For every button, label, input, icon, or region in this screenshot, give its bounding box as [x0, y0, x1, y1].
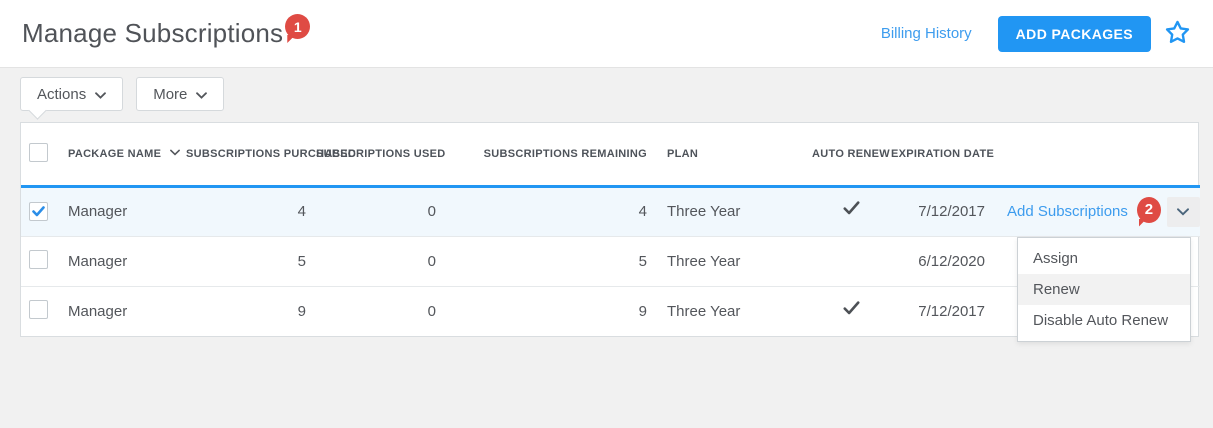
cell-actions: Add Subscriptions 2 — [1001, 186, 1200, 237]
auto-renew-check-icon — [843, 300, 860, 323]
table-header: PACKAGE NAME SUBSCRIPTIONS PURCHASED SUB… — [21, 123, 1200, 188]
column-label: PACKAGE NAME — [68, 148, 162, 161]
column-header-subscriptions-purchased[interactable]: SUBSCRIPTIONS PURCHASED — [186, 123, 356, 188]
step-1-badge: 1 — [285, 14, 311, 39]
menu-item-assign[interactable]: Assign — [1033, 250, 1079, 267]
column-header-plan[interactable]: PLAN — [661, 123, 811, 188]
cell-plan: Three Year — [661, 236, 811, 287]
column-header-subscriptions-remaining[interactable]: SUBSCRIPTIONS REMAINING — [446, 123, 661, 188]
menu-item-renew[interactable]: Renew — [1018, 274, 1190, 305]
add-packages-button[interactable]: ADD PACKAGES — [997, 15, 1151, 52]
row-checkbox[interactable] — [29, 249, 48, 269]
cell-subscriptions-used: 0 — [316, 186, 446, 237]
row-actions-dropdown-menu: Assign Renew Disable Auto Renew — [1017, 237, 1191, 342]
cell-package-name: Manager — [68, 302, 128, 320]
cell-subscriptions-purchased: 4 — [186, 186, 316, 237]
cell-expiration-date: 7/12/2017 — [918, 302, 985, 320]
cell-plan: Three Year — [667, 302, 741, 320]
header-actions: Billing History ADD PACKAGES — [880, 15, 1191, 52]
row-checkbox[interactable] — [29, 202, 48, 221]
page-header: Manage Subscriptions 1 Billing History A… — [0, 0, 1213, 68]
cell-subscriptions-remaining: 9 — [638, 302, 647, 320]
select-all-checkbox[interactable] — [29, 142, 48, 162]
cell-auto-renew — [811, 286, 891, 336]
cell-subscriptions-purchased: 9 — [297, 302, 306, 320]
cell-auto-renew — [811, 186, 891, 237]
cell-package-name: Manager — [56, 186, 186, 237]
cell-package-name: Manager — [56, 236, 186, 287]
row-checkbox[interactable] — [29, 299, 48, 319]
step-2-badge: 2 — [1136, 196, 1161, 223]
more-button-label: More — [153, 85, 188, 103]
cell-subscriptions-used: 0 — [316, 236, 446, 287]
menu-item-disable-auto-renew[interactable]: Disable Auto Renew — [1033, 312, 1169, 329]
cell-subscriptions-used: 0 — [427, 302, 436, 320]
chevron-down-icon — [196, 86, 208, 103]
column-header-auto-renew[interactable]: AUTO RENEW — [811, 123, 891, 188]
cell-subscriptions-purchased: 5 — [186, 236, 316, 287]
cell-subscriptions-remaining: 5 — [446, 236, 661, 287]
cell-expiration-date: 6/12/2020 — [891, 236, 1001, 287]
page-title: Manage Subscriptions — [22, 18, 284, 48]
favorite-star-button[interactable] — [1163, 20, 1191, 48]
cell-plan: Three Year — [661, 186, 811, 237]
cell-auto-renew — [811, 236, 891, 287]
cell-subscriptions-remaining: 4 — [446, 186, 661, 237]
column-header-actions — [1001, 123, 1200, 188]
table-row: Manager 4 0 4 Three Year 7/12/2017 Add S… — [21, 186, 1200, 237]
row-actions-dropdown-button[interactable] — [1166, 196, 1200, 227]
subscriptions-table: PACKAGE NAME SUBSCRIPTIONS PURCHASED SUB… — [20, 122, 1200, 337]
row-action-group: Add Subscriptions 2 — [1007, 196, 1200, 227]
toolbar: Actions More — [0, 68, 1213, 111]
cell-expiration-date: 7/12/2017 — [891, 186, 1001, 237]
column-header-package-name[interactable]: PACKAGE NAME — [56, 123, 186, 188]
chevron-down-icon — [95, 86, 107, 103]
chevron-down-icon — [1177, 204, 1190, 219]
auto-renew-check-icon — [843, 200, 860, 223]
add-subscriptions-link[interactable]: Add Subscriptions — [1007, 203, 1128, 220]
column-header-expiration-date[interactable]: EXPIRATION DATE — [891, 123, 1001, 188]
sort-chevron-icon — [170, 147, 181, 159]
billing-history-link[interactable]: Billing History — [880, 25, 972, 42]
actions-button-label: Actions — [37, 85, 87, 103]
table-row: Manager 9 0 9 Three Year 7/12/2017 — [21, 286, 1200, 336]
star-icon — [1164, 19, 1191, 49]
column-header-subscriptions-used[interactable]: SUBSCRIPTIONS USED — [316, 123, 446, 188]
more-dropdown-button[interactable]: More — [136, 77, 225, 111]
